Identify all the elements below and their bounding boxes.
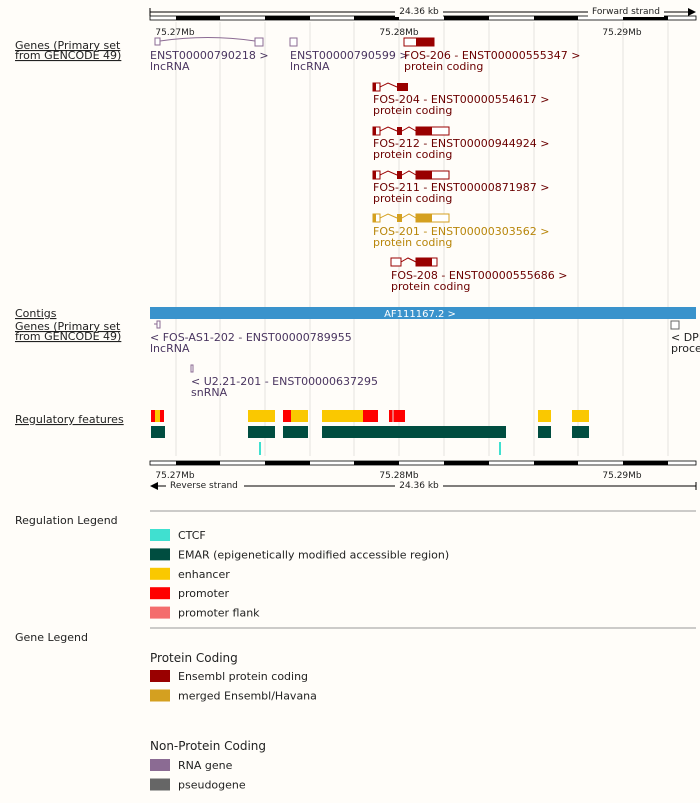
transcript-biotype: protein coding [391,280,470,293]
transcript-biotype: proce [671,342,700,355]
position-label: 75.27Mb [155,471,195,481]
track-label: Genes (Primary set [15,320,121,333]
legend-label: enhancer [178,568,230,581]
track-label: from GENCODE 49) [15,330,121,343]
legend-label: promoter flank [178,607,260,620]
length-label: 24.36 kb [399,7,439,17]
transcript-name: FOS-204 - ENST00000554617 > [373,93,549,106]
bottom-ruler [149,460,697,491]
regulatory-features [151,410,589,455]
transcript-name: < FOS-AS1-202 - ENST00000789955 [150,331,352,344]
strand-label: Forward strand [592,7,660,17]
grid [175,22,669,456]
legend-label: RNA gene [178,759,233,772]
legend-title: Regulation Legend [15,514,118,527]
position-label: 75.27Mb [155,28,195,38]
legend-label: EMAR (epigenetically modified accessible… [178,548,449,561]
legend-swatch [150,689,170,702]
transcript-name: FOS-201 - ENST00000303562 > [373,225,549,238]
track-label: from GENCODE 49) [15,49,121,62]
position-label: 75.29Mb [602,28,642,38]
transcript-biotype: lncRNA [150,60,190,73]
legend-swatch [150,778,170,791]
transcript-name: ENST00000790599 > [290,49,409,62]
transcript-name: FOS-206 - ENST00000555347 > [404,49,580,62]
transcript-name: < U2.21-201 - ENST00000637295 [191,375,378,388]
legend-label: pseudogene [178,779,246,792]
transcript-name: FOS-211 - ENST00000871987 > [373,181,549,194]
legend-label: merged Ensembl/Havana [178,690,317,703]
legend-group-title: Protein Coding [150,651,238,665]
legend-swatch [150,529,170,541]
transcript-glyphs [154,320,680,373]
legend-swatch [150,567,170,580]
legend-label: Ensembl protein coding [178,670,308,683]
length-label: 24.36 kb [399,481,439,491]
transcript-biotype: protein coding [373,104,452,117]
legend-swatch [150,670,170,682]
position-label: 75.29Mb [602,471,642,481]
position-label: 75.28Mb [379,28,419,38]
transcript-biotype: protein coding [373,148,452,161]
transcript-name: FOS-212 - ENST00000944924 > [373,137,549,150]
legend-swatch [150,606,170,619]
transcript-name: ENST00000790218 > [150,49,269,62]
strand-label: Reverse strand [170,481,238,491]
top-ruler [149,6,697,21]
transcript-biotype: protein coding [373,192,452,205]
position-label: 75.28Mb [379,471,419,481]
legend-swatch [150,587,170,600]
legend-swatch [150,759,170,771]
transcript-glyphs [154,37,450,267]
transcript-biotype: lncRNA [290,60,330,73]
contig-name: AF111167.2 > [384,309,456,320]
legend-label: promoter [178,587,230,600]
transcript-biotype: lncRNA [150,342,190,355]
legend-title: Gene Legend [15,631,88,644]
transcript-biotype: snRNA [191,386,228,399]
legend-items: CTCF EMAR (epigenetically modified access… [150,529,449,792]
contig-bar [150,307,696,319]
transcript-name: < DPI [671,331,700,344]
track-label: Regulatory features [15,413,124,426]
transcript-biotype: protein coding [373,236,452,249]
legend-label: CTCF [178,529,206,542]
transcript-biotype: protein coding [404,60,483,73]
legend-group-title: Non-Protein Coding [150,739,266,753]
track-label: Genes (Primary set [15,39,121,52]
transcript-name: FOS-208 - ENST00000555686 > [391,269,567,282]
legend-swatch [150,548,170,561]
track-label: Contigs [15,307,57,320]
